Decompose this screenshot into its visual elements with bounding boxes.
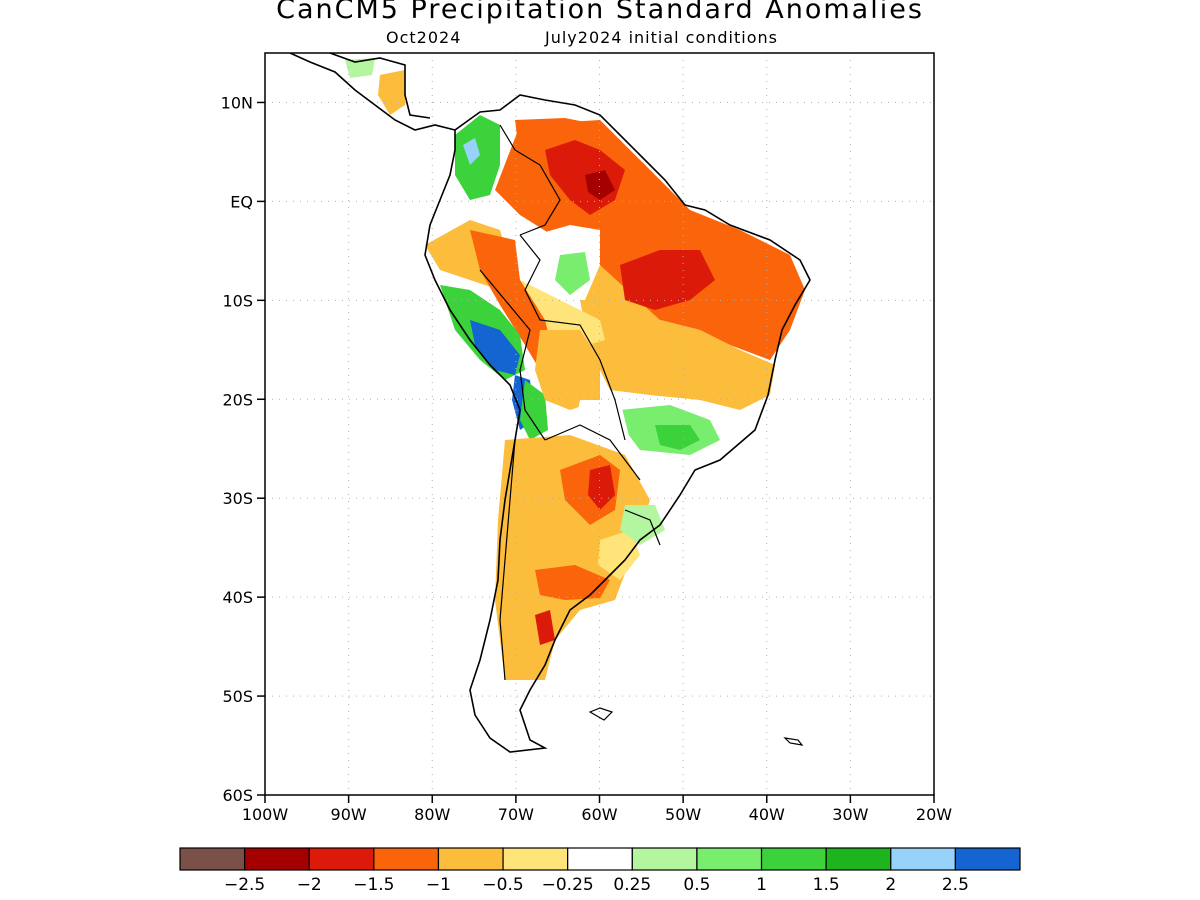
anomaly-region-pos1-bolivia <box>520 380 548 440</box>
colorbar-swatch <box>696 847 763 871</box>
colorbar-swatch <box>179 847 246 871</box>
south-georgia <box>783 737 804 746</box>
colorbar-label: 1.5 <box>813 875 840 895</box>
lon-tick-label: 40W <box>749 805 785 824</box>
colorbar-swatch <box>373 847 440 871</box>
colorbar-label: −0.25 <box>542 875 594 895</box>
lon-tick-label: 30W <box>832 805 868 824</box>
colorbar-swatch <box>631 847 698 871</box>
colorbar-swatch <box>890 847 956 871</box>
anomaly-shading <box>345 58 805 680</box>
anomaly-region-neg15-patagonia <box>535 610 555 645</box>
lat-tick-label: 10N <box>221 93 253 112</box>
falkland-islands <box>588 707 614 721</box>
anomaly-region-neg2-venezuela <box>585 170 615 200</box>
lat-tick-label: 20S <box>222 390 253 409</box>
anomaly-region-pos25-peru <box>470 320 520 375</box>
border-chile-argentina <box>499 439 516 681</box>
colorbar-label: −2 <box>297 875 322 895</box>
lat-tick-label: 40S <box>222 588 253 607</box>
lat-tick-label: EQ <box>230 192 253 211</box>
colorbar-label: −1 <box>426 875 451 895</box>
anomaly-region-neg05-central-america <box>378 70 405 115</box>
lat-tick-label: 30S <box>222 489 253 508</box>
anomaly-region-pos05-central-america <box>345 58 375 78</box>
colorbar-label: 0.25 <box>613 875 651 895</box>
lon-tick-label: 20W <box>916 805 952 824</box>
border-colombia-venezuela <box>499 124 561 236</box>
graticule <box>265 53 934 795</box>
lat-tick-label: 60S <box>222 786 253 805</box>
border-argentina-paraguay <box>544 424 641 481</box>
colorbar: −2.5 −2 −1.5 −1 −0.5 −0.25 0.25 0.5 1 1.5 2 2.5 <box>179 847 1021 895</box>
lon-tick-label: 50W <box>665 805 701 824</box>
border-peru-bolivia <box>479 269 546 441</box>
anomaly-region-pos05-uruguay <box>620 505 665 545</box>
lon-tick-label: 100W <box>242 805 289 824</box>
colorbar-swatch <box>244 847 310 871</box>
anomaly-region-neg1-andes <box>470 230 555 370</box>
lon-tick-label: 70W <box>498 805 534 824</box>
colorbar-swatch <box>825 847 892 871</box>
colorbar-swatch <box>308 847 375 871</box>
lon-tick-label: 60W <box>581 805 617 824</box>
lon-tick-label: 90W <box>331 805 367 824</box>
anomaly-region-pos15-se-brazil <box>655 425 700 450</box>
anomaly-region-pos25-colombia <box>463 138 480 165</box>
anomaly-region-pos05-amazon <box>555 252 590 295</box>
south-america-coastline <box>424 94 811 753</box>
colorbar-label: 2.5 <box>942 875 969 895</box>
initial-conditions-label: July2024 initial conditions <box>545 28 778 47</box>
colorbar-label: 0.5 <box>683 875 710 895</box>
coastlines <box>289 53 811 753</box>
forecast-month-label: Oct2024 <box>386 28 462 47</box>
colorbar-label: −2.5 <box>224 875 265 895</box>
colorbar-swatch <box>954 847 1021 871</box>
colorbar-label: 1 <box>756 875 767 895</box>
border-brazil-west <box>519 234 626 441</box>
colorbar-label: −0.5 <box>482 875 523 895</box>
colorbar-label: −1.5 <box>353 875 394 895</box>
colorbar-swatch <box>567 847 633 871</box>
border-uruguay <box>624 509 661 546</box>
anomaly-region-neg05-bolivia <box>535 330 600 410</box>
central-america-caribbean-coast <box>329 53 431 119</box>
anomaly-region-neg15-brazil <box>620 250 715 310</box>
lat-tick-label: 50S <box>222 687 253 706</box>
colorbar-swatch <box>437 847 504 871</box>
lon-tick-label: 80W <box>414 805 450 824</box>
colorbar-label: 2 <box>885 875 896 895</box>
colorbar-swatch <box>760 847 827 871</box>
colorbar-swatch <box>502 847 569 871</box>
anomaly-region-neg025-uruguay <box>598 530 640 580</box>
lat-tick-label: 10S <box>222 291 253 310</box>
anomaly-region-neg15-argentina <box>588 465 615 510</box>
chart-title: CanCM5 Precipitation Standard Anomalies <box>276 0 924 25</box>
anomaly-region-neg1-patagonia-north <box>535 565 610 600</box>
central-america-coastline <box>289 53 456 131</box>
chart-subtitle: Oct2024 July2024 initial conditions <box>0 28 1200 50</box>
